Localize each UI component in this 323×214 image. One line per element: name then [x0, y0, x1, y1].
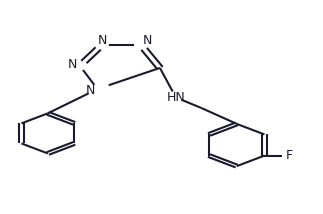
Text: N: N [86, 84, 95, 97]
Text: N: N [98, 34, 107, 46]
Text: N: N [143, 34, 152, 46]
Text: F: F [286, 149, 293, 162]
Text: N: N [68, 58, 78, 71]
Text: HN: HN [167, 91, 185, 104]
